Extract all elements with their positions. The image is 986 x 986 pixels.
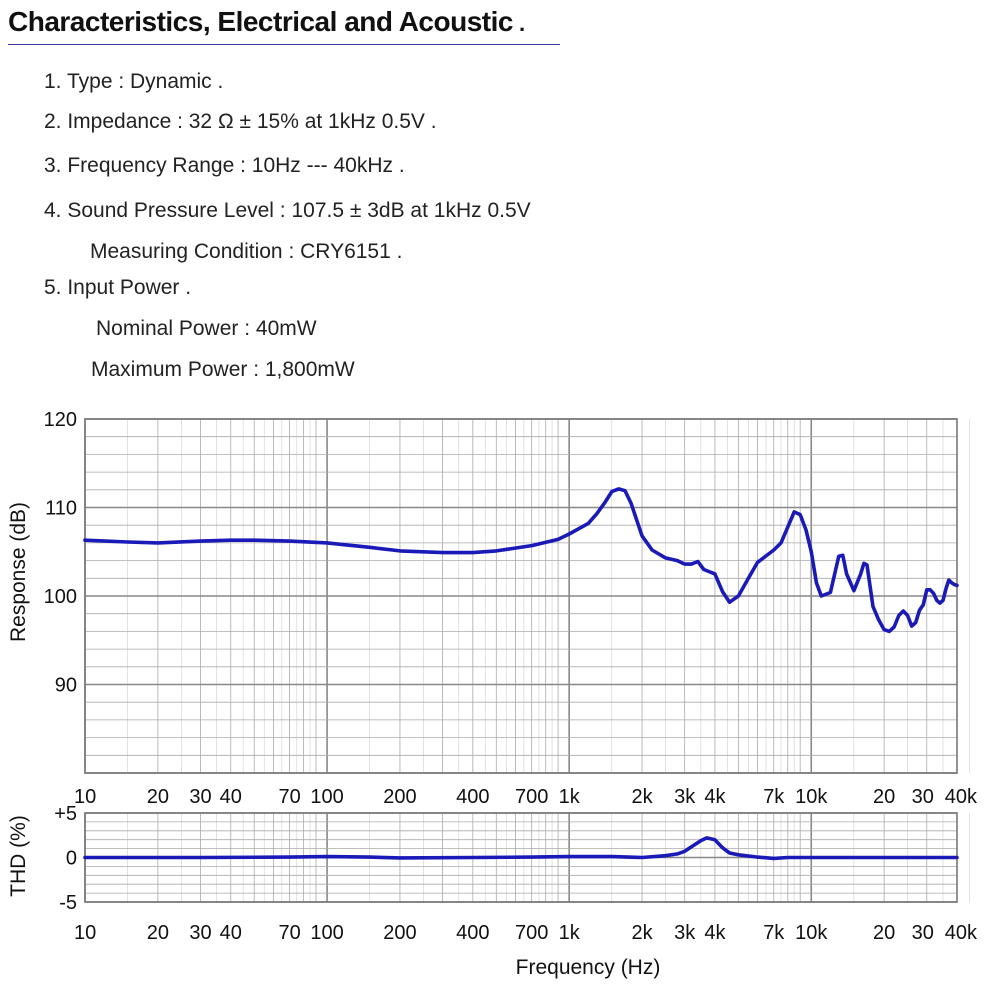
- spec-type: 1. Type : Dynamic .: [44, 70, 224, 93]
- thd-y-tick-label: -5: [59, 892, 77, 914]
- response-x-tick-label: 40k: [945, 786, 978, 808]
- spec-nominal-power: Nominal Power : 40mW: [96, 317, 317, 340]
- response-x-tick-label: 70: [278, 786, 300, 808]
- response-x-tick-label: 20: [147, 786, 169, 808]
- response-x-tick-label: 700: [515, 786, 548, 808]
- response-x-tick-label: 3k: [674, 786, 696, 808]
- thd-x-tick-label: 4k: [704, 922, 726, 944]
- response-x-tick-label: 10: [74, 786, 96, 808]
- response-x-tick-label: 1k: [559, 786, 581, 808]
- response-x-tick-label: 4k: [704, 786, 726, 808]
- thd-x-tick-label: 200: [383, 922, 416, 944]
- thd-x-tick-label: 3k: [674, 922, 696, 944]
- frequency-x-axis-label: Frequency (Hz): [516, 956, 661, 979]
- thd-x-tick-label: 30: [189, 922, 211, 944]
- response-x-tick-label: 200: [383, 786, 416, 808]
- page-title-suffix: .: [518, 11, 525, 36]
- thd-x-tick-label: 10k: [795, 922, 828, 944]
- title-underline: [8, 44, 560, 45]
- page-title-text: Characteristics, Electrical and Acoustic: [8, 6, 513, 37]
- response-y-tick-label: 90: [55, 675, 77, 697]
- spec-measuring-condition: Measuring Condition : CRY6151 .: [90, 240, 403, 263]
- thd-x-tick-label: 40: [220, 922, 242, 944]
- thd-x-tick-label: 10: [74, 922, 96, 944]
- thd-x-tick-label: 7k: [763, 922, 785, 944]
- thd-x-tick-label: 40k: [945, 922, 978, 944]
- spec-impedance: 2. Impedance : 32 Ω ± 15% at 1kHz 0.5V .: [44, 110, 437, 133]
- spec-frequency-range: 3. Frequency Range : 10Hz --- 40kHz .: [44, 154, 405, 177]
- response-x-tick-label: 20: [873, 786, 895, 808]
- response-x-tick-label: 10k: [795, 786, 828, 808]
- thd-x-tick-label: 700: [515, 922, 548, 944]
- spec-maximum-power: Maximum Power : 1,800mW: [91, 358, 355, 381]
- thd-chart: +5 0 -5 10 20 30 40 70 100 200 400 700 1k 2k 3k 4k 7k 10k…: [54, 803, 978, 944]
- response-x-tick-label: 7k: [763, 786, 785, 808]
- spec-sound-pressure-level: 4. Sound Pressure Level : 107.5 ± 3dB at…: [44, 199, 531, 222]
- thd-x-tick-label: 30: [912, 922, 934, 944]
- thd-x-tick-label: 20: [873, 922, 895, 944]
- thd-x-tick-label: 400: [456, 922, 489, 944]
- response-plot-frame: [84, 418, 958, 774]
- response-x-tick-label: 100: [310, 786, 343, 808]
- response-y-tick-label: 110: [45, 498, 77, 520]
- thd-y-tick-label: +5: [54, 803, 77, 825]
- thd-x-tick-label: 20: [147, 922, 169, 944]
- response-y-tick-label: 100: [44, 586, 77, 608]
- page-title: Characteristics, Electrical and Acoustic…: [8, 6, 525, 38]
- thd-x-tick-label: 70: [278, 922, 300, 944]
- response-x-tick-label: 30: [912, 786, 934, 808]
- response-x-tick-label: 30: [189, 786, 211, 808]
- response-y-tick-label: 120: [44, 409, 77, 431]
- response-x-tick-label: 400: [456, 786, 489, 808]
- thd-y-axis-label: THD (%): [7, 815, 30, 897]
- thd-x-tick-label: 1k: [559, 922, 581, 944]
- response-x-tick-label: 2k: [631, 786, 653, 808]
- response-chart: 120 110 100 90 10 20 30 40 70 100 200 400 700 1k 2k 3k 4…: [44, 409, 978, 808]
- spec-input-power: 5. Input Power .: [44, 276, 192, 299]
- thd-y-tick-label: 0: [66, 848, 77, 870]
- response-series-line: [83, 487, 959, 634]
- thd-series-line: [83, 836, 959, 861]
- response-x-tick-label: 40: [220, 786, 242, 808]
- response-y-axis-label: Response (dB): [7, 502, 30, 642]
- thd-x-tick-label: 2k: [631, 922, 653, 944]
- thd-x-tick-label: 100: [310, 922, 343, 944]
